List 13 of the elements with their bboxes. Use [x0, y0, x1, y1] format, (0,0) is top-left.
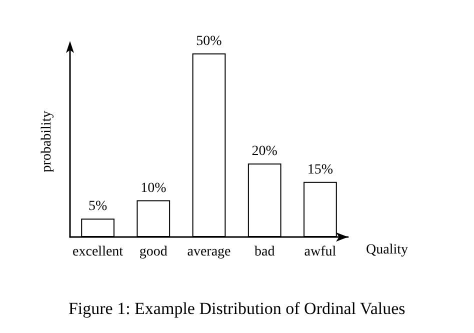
- x-tick-label: excellent: [72, 244, 124, 260]
- data-label: 20%: [252, 144, 278, 160]
- data-label: 5%: [88, 199, 108, 214]
- caption: Figure 1: Example Distribution of Ordinal Values: [68, 299, 406, 318]
- data-label: 50%: [196, 34, 222, 49]
- x-tick-label: awful: [304, 244, 336, 260]
- x-axis-title: Quality: [366, 242, 408, 258]
- x-tick-label: bad: [254, 244, 275, 260]
- data-label: 10%: [140, 180, 167, 196]
- y-axis-title: probability: [40, 110, 54, 172]
- x-tick-label: average: [187, 244, 231, 260]
- x-tick-label: good: [139, 244, 168, 260]
- data-label: 15%: [307, 162, 334, 178]
